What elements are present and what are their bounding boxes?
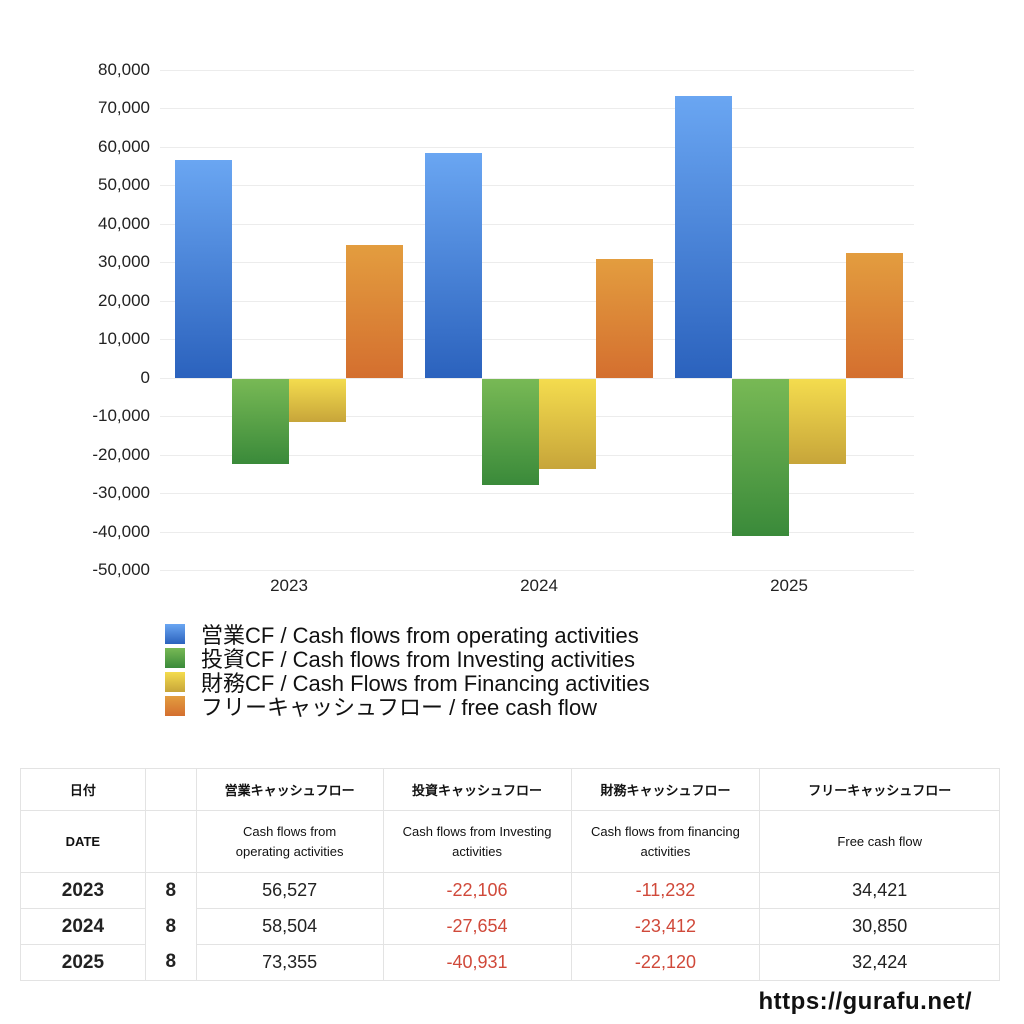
gridline	[160, 570, 914, 571]
legend-label: 投資CF / Cash flows from Investing activit…	[201, 647, 636, 672]
cell-month: 8	[144, 872, 197, 909]
y-tick-label: 60,000	[98, 136, 150, 156]
header-financing-jp: 財務キャッシュフロー	[570, 768, 761, 811]
y-tick-label: -20,000	[92, 444, 150, 464]
cell-free: 32,424	[759, 944, 1000, 981]
cell-investing: -27,654	[382, 908, 572, 945]
cell-operating: 58,504	[195, 908, 384, 945]
cell-free: 30,850	[759, 908, 1000, 945]
cell-month: 8	[144, 944, 197, 981]
y-tick-label: -40,000	[92, 521, 150, 541]
legend-item-financing: 財務CF / Cash Flows from Financing activit…	[165, 670, 650, 696]
cell-financing: -23,412	[570, 908, 761, 945]
legend-swatch-financing	[165, 672, 185, 692]
header-free-jp: フリーキャッシュフロー	[759, 768, 1000, 811]
y-tick-label: 50,000	[98, 175, 150, 195]
table-header-jp: 日付 営業キャッシュフロー 投資キャッシュフロー 財務キャッシュフロー フリーキ…	[20, 768, 1000, 811]
legend-label: フリーキャッシュフロー / free cash flow	[201, 695, 598, 720]
bar-2025-0	[675, 95, 732, 378]
bar-2023-3	[346, 245, 403, 378]
legend-label: 財務CF / Cash Flows from Financing activit…	[201, 671, 650, 696]
legend-item-free-cash-flow: フリーキャッシュフロー / free cash flow	[165, 694, 650, 720]
legend-swatch-investing	[165, 648, 185, 668]
x-tick-label: 2024	[520, 576, 558, 595]
cell-operating: 73,355	[195, 944, 384, 981]
x-tick-label: 2025	[770, 576, 808, 595]
bar-2025-2	[789, 378, 846, 464]
cell-free: 34,421	[759, 872, 1000, 909]
cell-year: 2023	[20, 872, 146, 909]
cell-month: 8	[144, 908, 197, 945]
bar-2025-1	[732, 378, 789, 537]
y-tick-label: 0	[140, 367, 150, 387]
header-month-jp	[145, 768, 197, 811]
gridline	[160, 70, 914, 71]
header-date-jp: 日付	[20, 768, 146, 811]
y-tick-label: 30,000	[98, 252, 150, 272]
gridline	[160, 339, 914, 340]
legend-swatch-operating	[165, 624, 185, 644]
legend-label: 営業CF / Cash flows from operating activit…	[201, 623, 639, 648]
header-investing-en: Cash flows from Investing activities	[382, 810, 572, 873]
gridline	[160, 378, 914, 379]
bar-2023-0	[175, 160, 232, 378]
table-row: 2023 8 56,527 -22,106 -11,232 34,421	[20, 872, 1000, 909]
legend-swatch-free-cash-flow	[165, 696, 185, 716]
cell-year: 2024	[20, 908, 146, 945]
y-tick-label: -30,000	[92, 483, 150, 503]
bar-2024-2	[539, 378, 596, 469]
gridline	[160, 224, 914, 225]
bar-2024-0	[425, 152, 482, 378]
bar-2024-1	[482, 378, 539, 486]
header-operating-en: Cash flows from operating activities	[195, 810, 384, 873]
gridline	[160, 108, 914, 109]
table-row: 2025 8 73,355 -40,931 -22,120 32,424	[20, 944, 1000, 981]
y-tick-label: -50,000	[92, 560, 150, 579]
legend-item-operating: 営業CF / Cash flows from operating activit…	[165, 622, 650, 648]
gridline	[160, 532, 914, 533]
header-free-en: Free cash flow	[759, 810, 1000, 873]
x-tick-label: 2023	[270, 576, 308, 595]
gridline	[160, 147, 914, 148]
bar-2025-3	[846, 252, 903, 378]
table-row: 2024 8 58,504 -27,654 -23,412 30,850	[20, 908, 1000, 945]
header-financing-en: Cash flows from financing activities	[570, 810, 761, 873]
header-operating-en-text: Cash flows from operating activities	[235, 823, 344, 859]
cell-investing: -22,106	[382, 872, 572, 909]
header-operating-jp: 営業キャッシュフロー	[195, 768, 384, 811]
header-investing-en-text: Cash flows from Investing activities	[402, 823, 552, 859]
cash-flow-bar-chart: 80,000 70,000 60,000 50,000 40,000 30,000 20,0…	[92, 60, 914, 595]
legend-item-investing: 投資CF / Cash flows from Investing activit…	[165, 646, 650, 672]
gridline	[160, 262, 914, 263]
y-tick-label: -10,000	[92, 406, 150, 426]
gridline	[160, 493, 914, 494]
cell-financing: -11,232	[570, 872, 761, 909]
cell-financing: -22,120	[570, 944, 761, 981]
header-investing-jp: 投資キャッシュフロー	[382, 768, 572, 811]
cell-investing: -40,931	[382, 944, 572, 981]
y-tick-label: 70,000	[98, 98, 150, 118]
chart-legend: 営業CF / Cash flows from operating activit…	[165, 622, 650, 720]
bar-2023-1	[232, 378, 289, 464]
y-tick-label: 40,000	[98, 213, 150, 233]
cell-year: 2025	[20, 944, 146, 981]
table-header-en: DATE Cash flows from operating activitie…	[20, 810, 1000, 873]
header-financing-en-text: Cash flows from financing activities	[591, 823, 740, 859]
header-month-en	[145, 810, 197, 873]
cash-flow-table: 日付 営業キャッシュフロー 投資キャッシュフロー 財務キャッシュフロー フリーキ…	[20, 768, 1000, 981]
bar-2024-3	[596, 259, 653, 378]
bar-2023-2	[289, 378, 346, 422]
y-tick-label: 20,000	[98, 290, 150, 310]
y-tick-label: 80,000	[98, 60, 150, 79]
gridline	[160, 185, 914, 186]
header-date-en: DATE	[20, 810, 146, 873]
source-url: https://gurafu.net/	[758, 988, 972, 1015]
y-tick-label: 10,000	[98, 329, 150, 349]
gridline	[160, 301, 914, 302]
cell-operating: 56,527	[195, 872, 384, 909]
